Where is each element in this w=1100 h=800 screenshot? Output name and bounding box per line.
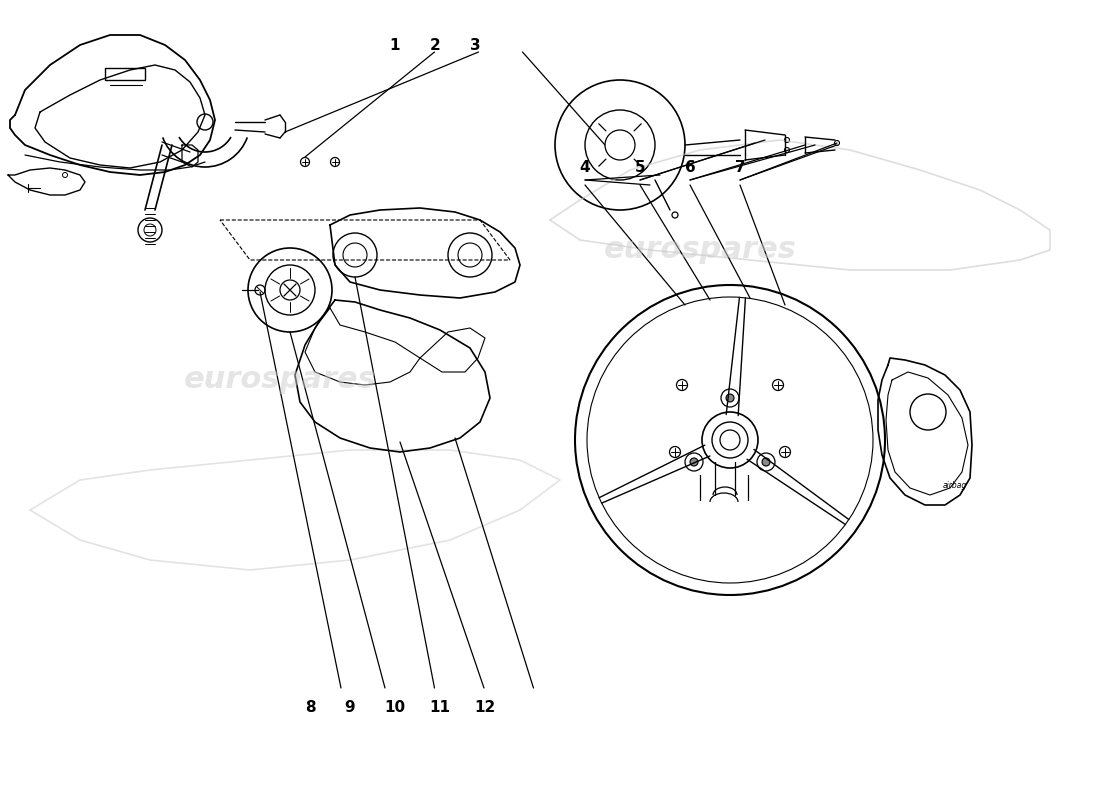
Text: 12: 12 <box>474 701 496 715</box>
Text: airbag: airbag <box>943 481 967 490</box>
Text: 3: 3 <box>470 38 481 53</box>
Text: 11: 11 <box>429 701 451 715</box>
Circle shape <box>726 394 734 402</box>
Text: 7: 7 <box>735 161 746 175</box>
Text: 5: 5 <box>635 161 646 175</box>
Text: 9: 9 <box>344 701 355 715</box>
Text: eurospares: eurospares <box>184 366 376 394</box>
Text: 1: 1 <box>389 38 400 53</box>
Text: 10: 10 <box>384 701 406 715</box>
Text: eurospares: eurospares <box>604 235 796 265</box>
Text: 4: 4 <box>580 161 591 175</box>
Circle shape <box>690 458 698 466</box>
Text: 6: 6 <box>684 161 695 175</box>
Circle shape <box>762 458 770 466</box>
Text: 2: 2 <box>430 38 440 53</box>
Text: 8: 8 <box>305 701 316 715</box>
